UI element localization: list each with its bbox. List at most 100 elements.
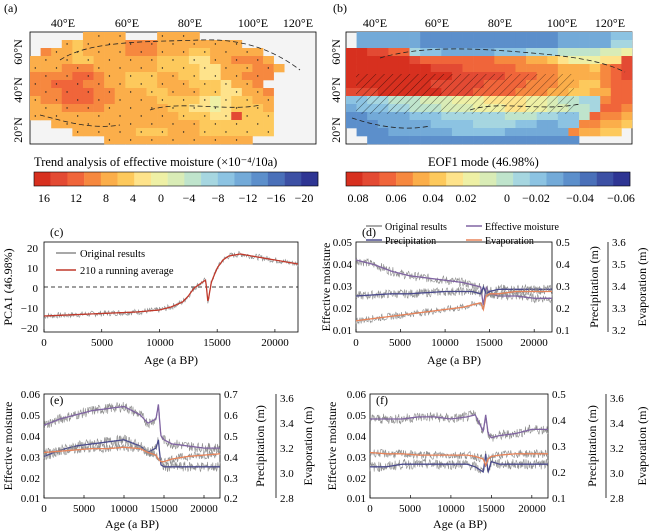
significance-dot [151,59,153,61]
grid-cell [231,48,243,57]
significance-dot [108,59,111,61]
series-evaporation [355,290,552,322]
significance-dot [76,67,79,69]
significance-dot [172,43,174,45]
panel-f-y2-label: Precipitation (m) [585,405,599,487]
colorbar-swatch [34,172,51,186]
colorbar-swatch [446,172,464,186]
grid-cell [462,56,474,65]
grid-cell [114,40,126,49]
y-tick: 0.01 [347,493,366,505]
significance-dot [267,115,270,117]
significance-dot [257,107,259,109]
grid-cell [600,112,612,121]
colorbar-label: 0.02 [456,191,477,205]
grid-cell [557,128,569,137]
panel-c-label: (c) [50,225,63,239]
significance-dot [87,91,89,93]
grid-cell [430,56,442,65]
series-precipitation [370,453,548,474]
y-tick: 0.02 [21,473,40,485]
x-tick: 20000 [520,337,548,349]
panel-e-frame [43,393,221,499]
colorbar-swatch [284,172,302,186]
significance-dot [225,83,227,85]
significance-dot [246,99,248,101]
significance-dot [76,131,79,133]
significance-dot [257,123,259,125]
significance-dot [161,99,164,101]
grid-cell [579,120,590,129]
panel-d-y2-label: Precipitation (m) [587,246,601,328]
significance-dot [45,91,47,93]
grid-cell [93,56,105,65]
grid-cell [188,80,200,89]
panel-a-colorbar [33,171,319,187]
grid-cell [568,120,580,129]
colorbar-swatch [496,172,514,186]
grid-cell [199,88,211,97]
y-tick: 0.04 [21,431,41,443]
grid-cell [504,112,516,121]
grid-cell [61,96,73,105]
grid-cell [536,112,548,121]
grid-cell [388,56,400,65]
significance-dot [108,107,111,109]
grid-cell [589,48,601,57]
significance-dot [45,75,47,77]
significance-dot [129,139,132,141]
grid-cell [568,136,580,145]
grid-cell [589,104,601,113]
y-tick: 0.01 [21,493,40,505]
y3-tick: 3.4 [612,281,626,293]
series-evaporation [44,446,220,463]
colorbar-swatch [50,172,68,186]
grid-cell [178,88,190,97]
significance-dot [66,75,68,77]
lon-tick: 40°E [51,16,75,30]
grid-cell [367,112,379,121]
grid-cell [441,48,453,57]
grid-cell [451,40,463,49]
y-tick: 0.06 [347,389,367,401]
colorbar-swatch [134,172,152,186]
lon-tick: 40°E [363,16,387,30]
grid-cell [167,80,179,89]
significance-dot [204,115,206,117]
grid-cell [409,64,421,73]
colorbar-swatch [100,172,118,186]
grid-cell [579,80,590,89]
significance-dot [108,123,111,125]
grid-cell [346,56,357,65]
grid-cell [61,112,73,121]
grid-cell [104,112,116,121]
grid-cell [388,40,400,49]
significance-dot [214,59,217,61]
grid-cell [220,72,232,81]
y2-tick: 0.5 [552,389,566,401]
significance-dot [151,123,153,125]
significance-dot [172,75,174,77]
grid-cell [451,128,463,137]
grid-cell [409,48,421,57]
panel-d-axes: 0.05 0.04 0.03 0.02 0.01 0.5 0.4 0.3 0.2… [333,237,627,349]
grid-cell [241,136,253,145]
panel-e-y2-label: Precipitation (m) [253,405,267,487]
grid-cell [610,48,622,57]
colorbar-label: −0.04 [566,191,594,205]
grid-cell [441,64,453,73]
grid-cell [356,48,368,57]
grid-cell [409,32,421,41]
grid-cell [610,80,622,89]
grid-cell [579,128,590,137]
significance-dot [161,51,164,53]
significance-dot [98,51,100,53]
grid-cell [356,112,368,121]
grid-cell [504,128,516,137]
grid-cell [420,40,432,49]
grid-cell [377,48,389,57]
y-tick: 0.04 [333,259,353,271]
grid-cell [600,104,612,113]
grid-cell [388,64,400,73]
grid-cell [589,56,601,65]
